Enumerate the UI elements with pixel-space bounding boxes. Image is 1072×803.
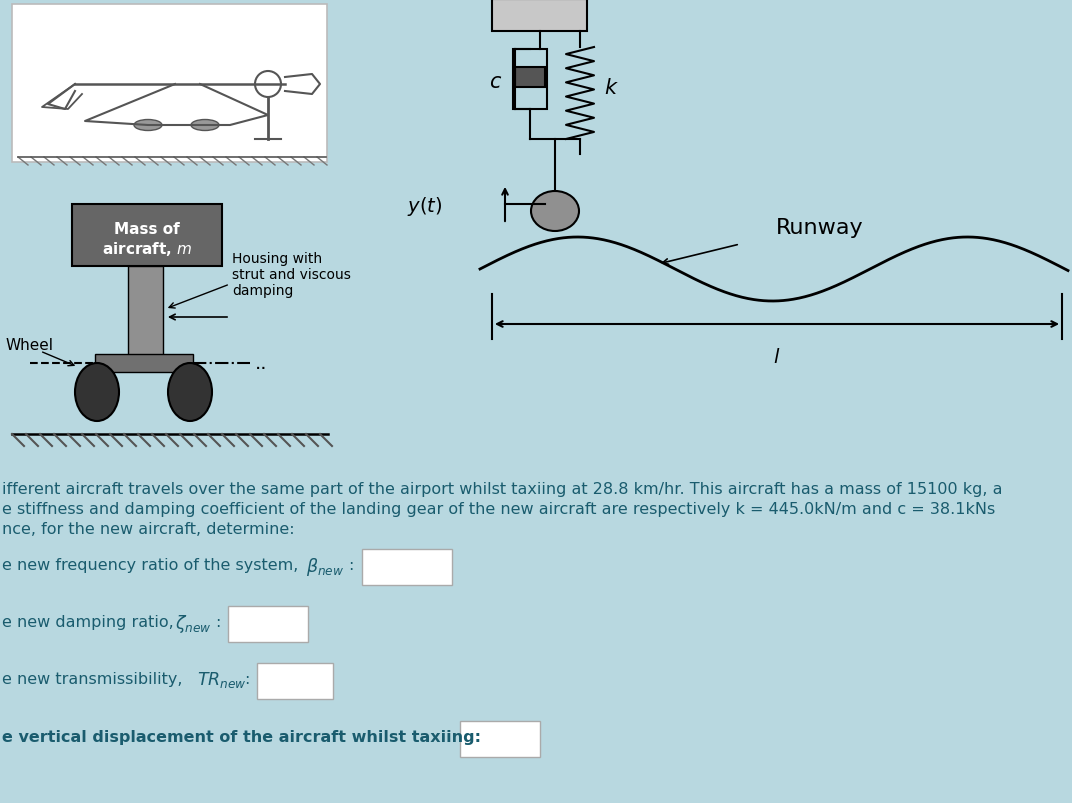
Bar xyxy=(513,50,547,110)
Text: e stiffness and damping coefficient of the landing gear of the new aircraft are : e stiffness and damping coefficient of t… xyxy=(2,501,995,516)
Text: $l$: $l$ xyxy=(773,348,780,366)
Ellipse shape xyxy=(191,120,219,132)
Text: $TR_{new}$: $TR_{new}$ xyxy=(197,669,247,689)
Text: damping: damping xyxy=(232,283,294,298)
Ellipse shape xyxy=(75,364,119,422)
Text: nce, for the new aircraft, determine:: nce, for the new aircraft, determine: xyxy=(2,521,295,536)
Bar xyxy=(95,355,193,373)
Text: Wheel: Wheel xyxy=(5,338,53,353)
FancyBboxPatch shape xyxy=(460,721,540,757)
Text: :: : xyxy=(244,671,250,686)
Text: e vertical displacement of the aircraft whilst taxiing:: e vertical displacement of the aircraft … xyxy=(2,729,481,744)
FancyBboxPatch shape xyxy=(257,663,333,699)
Text: Runway: Runway xyxy=(776,218,864,238)
Text: :: : xyxy=(348,557,354,573)
Text: $\zeta_{new}$: $\zeta_{new}$ xyxy=(175,612,211,634)
Ellipse shape xyxy=(168,364,212,422)
Bar xyxy=(12,5,327,163)
Text: ifferent aircraft travels over the same part of the airport whilst taxiing at 28: ifferent aircraft travels over the same … xyxy=(2,482,1002,496)
FancyBboxPatch shape xyxy=(228,606,308,642)
Text: e new transmissibility,: e new transmissibility, xyxy=(2,671,188,686)
Ellipse shape xyxy=(134,120,162,132)
Text: aircraft, $m$: aircraft, $m$ xyxy=(102,240,192,258)
Text: e new damping ratio,: e new damping ratio, xyxy=(2,614,179,630)
Text: $\beta_{new}$: $\beta_{new}$ xyxy=(306,556,344,577)
Text: strut and viscous: strut and viscous xyxy=(232,267,351,282)
Text: c: c xyxy=(489,72,501,92)
Text: ..: .. xyxy=(255,354,268,373)
Bar xyxy=(515,68,545,88)
Bar xyxy=(492,0,587,32)
Text: k: k xyxy=(604,78,616,98)
Text: :: : xyxy=(215,614,221,630)
Text: $y(t)$: $y(t)$ xyxy=(407,195,443,218)
Bar xyxy=(128,267,163,366)
Text: e new frequency ratio of the system,: e new frequency ratio of the system, xyxy=(2,557,303,573)
Ellipse shape xyxy=(531,192,579,232)
Bar xyxy=(72,205,222,267)
Text: Housing with: Housing with xyxy=(232,251,322,266)
FancyBboxPatch shape xyxy=(362,549,452,585)
Text: Mass of: Mass of xyxy=(114,221,180,236)
